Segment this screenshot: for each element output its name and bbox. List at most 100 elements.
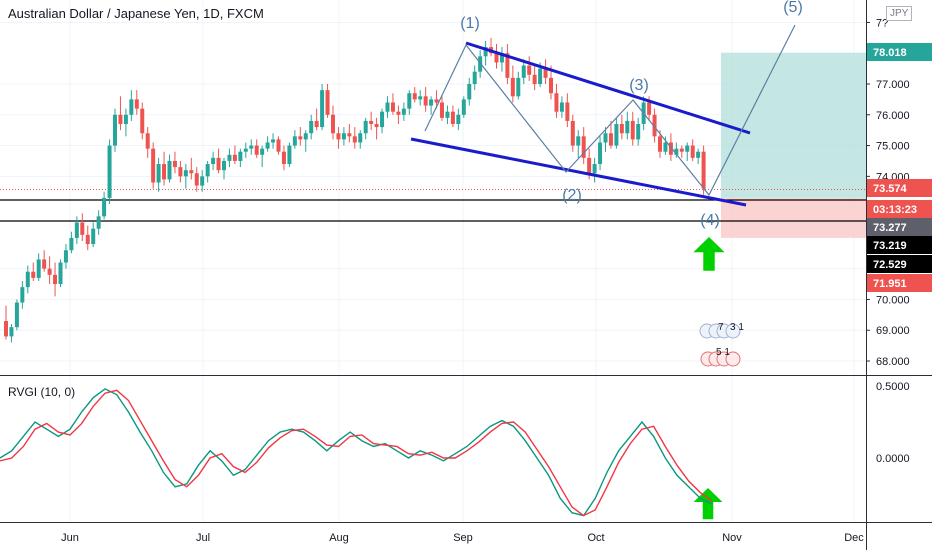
candle-body	[25, 271, 30, 288]
wave-path[interactable]	[424, 24, 796, 197]
candle-body	[570, 120, 575, 146]
price-tick-label: 75.000	[876, 141, 910, 153]
candle-body	[276, 139, 281, 152]
currency-badge[interactable]: JPY	[886, 6, 913, 21]
price-badge	[867, 236, 932, 254]
candle-body	[663, 142, 668, 152]
candle-body	[592, 164, 597, 174]
candle-body	[374, 124, 379, 128]
candle-body	[505, 53, 510, 78]
rvgi-lines	[0, 388, 713, 517]
candle-body	[216, 157, 221, 171]
candle-body	[385, 102, 390, 112]
price-badges: 78.018 73.574 03:13:23 73.277 73.219 72.529 71…	[867, 43, 932, 292]
candle-body	[608, 133, 613, 146]
candle-body	[336, 133, 341, 140]
candle-body	[440, 102, 444, 118]
candle-body	[647, 102, 652, 115]
candle-body	[352, 136, 357, 143]
candle-body	[227, 154, 232, 161]
candle-body	[483, 47, 488, 57]
candle-body	[380, 111, 385, 128]
candle-body	[401, 108, 406, 115]
candle-body	[701, 151, 706, 189]
candle-body	[53, 274, 58, 285]
channel-lines[interactable]	[410, 41, 751, 207]
candle-body	[129, 99, 134, 115]
candle-body	[249, 145, 254, 149]
candle-body	[113, 114, 117, 146]
candle-body	[80, 222, 85, 235]
candle-body	[189, 170, 194, 174]
candle-body	[467, 84, 472, 100]
candle-body	[4, 321, 8, 337]
channel-lower-line	[410, 137, 747, 207]
candle-body	[630, 120, 635, 140]
candle-body	[461, 99, 466, 115]
candle-body	[456, 114, 461, 125]
price-badge-label: 72.529	[873, 259, 907, 271]
wave-label: (4)	[700, 212, 720, 229]
candle-body	[543, 68, 548, 78]
candle-body	[532, 74, 537, 84]
candle-body	[358, 133, 363, 143]
candle-body	[429, 99, 434, 106]
candle-body	[194, 173, 199, 186]
candle-body	[91, 228, 96, 245]
candle-body	[598, 142, 603, 165]
candle-body	[510, 77, 515, 97]
candle-body	[178, 167, 183, 177]
arrow-markers	[693, 237, 725, 520]
candle-body	[96, 216, 101, 229]
candle-body	[292, 136, 297, 146]
candle-body	[636, 124, 641, 140]
candle-body	[396, 111, 401, 115]
price-tick-label: 76.000	[876, 110, 910, 122]
wave-label: (3)	[629, 77, 649, 94]
time-tick-label: Aug	[329, 532, 349, 544]
candle-body	[69, 237, 74, 251]
channel-upper-line	[465, 41, 751, 135]
up-arrow-icon	[693, 237, 725, 271]
price-tick-label: 77.000	[876, 79, 910, 91]
candle-body	[347, 133, 352, 137]
candle-body	[445, 111, 450, 118]
candle-body	[696, 151, 701, 158]
candle-body	[14, 302, 19, 328]
candle-body	[614, 124, 619, 146]
candle-body	[107, 145, 112, 198]
position-zones	[721, 52, 866, 238]
candle-body	[85, 234, 90, 245]
candle-body	[287, 145, 292, 165]
candle-body	[581, 136, 586, 158]
candle-body	[576, 136, 581, 146]
time-tick-label: Dec	[844, 532, 864, 544]
candle-body	[674, 148, 679, 155]
candle-body	[320, 90, 325, 128]
candle-body	[331, 114, 335, 134]
candle-body	[42, 259, 47, 269]
candle-body	[407, 93, 412, 109]
candle-body	[260, 148, 265, 155]
price-tick-label: 70.000	[876, 294, 910, 306]
candle-body	[527, 65, 532, 75]
price-badge	[867, 179, 932, 197]
candle-body	[369, 120, 374, 125]
event-icons[interactable]: 7 3 1 5 1	[699, 322, 744, 367]
event-count: 5 1	[716, 347, 730, 358]
chart-title: Australian Dollar / Japanese Yen, 1D, FX…	[8, 6, 264, 21]
candle-body	[118, 114, 123, 125]
up-arrow-icon	[693, 488, 723, 520]
price-badge	[867, 255, 932, 273]
time-tick-label: Jun	[61, 532, 79, 544]
price-badge-label: 03:13:23	[873, 204, 917, 216]
candle-body	[554, 93, 559, 112]
candle-body	[325, 90, 330, 115]
rvgi-tick-label: 0.5000	[876, 381, 910, 393]
candle-body	[499, 53, 504, 63]
candle-body	[156, 164, 161, 183]
candle-body	[603, 133, 608, 143]
candle-body	[281, 151, 286, 165]
